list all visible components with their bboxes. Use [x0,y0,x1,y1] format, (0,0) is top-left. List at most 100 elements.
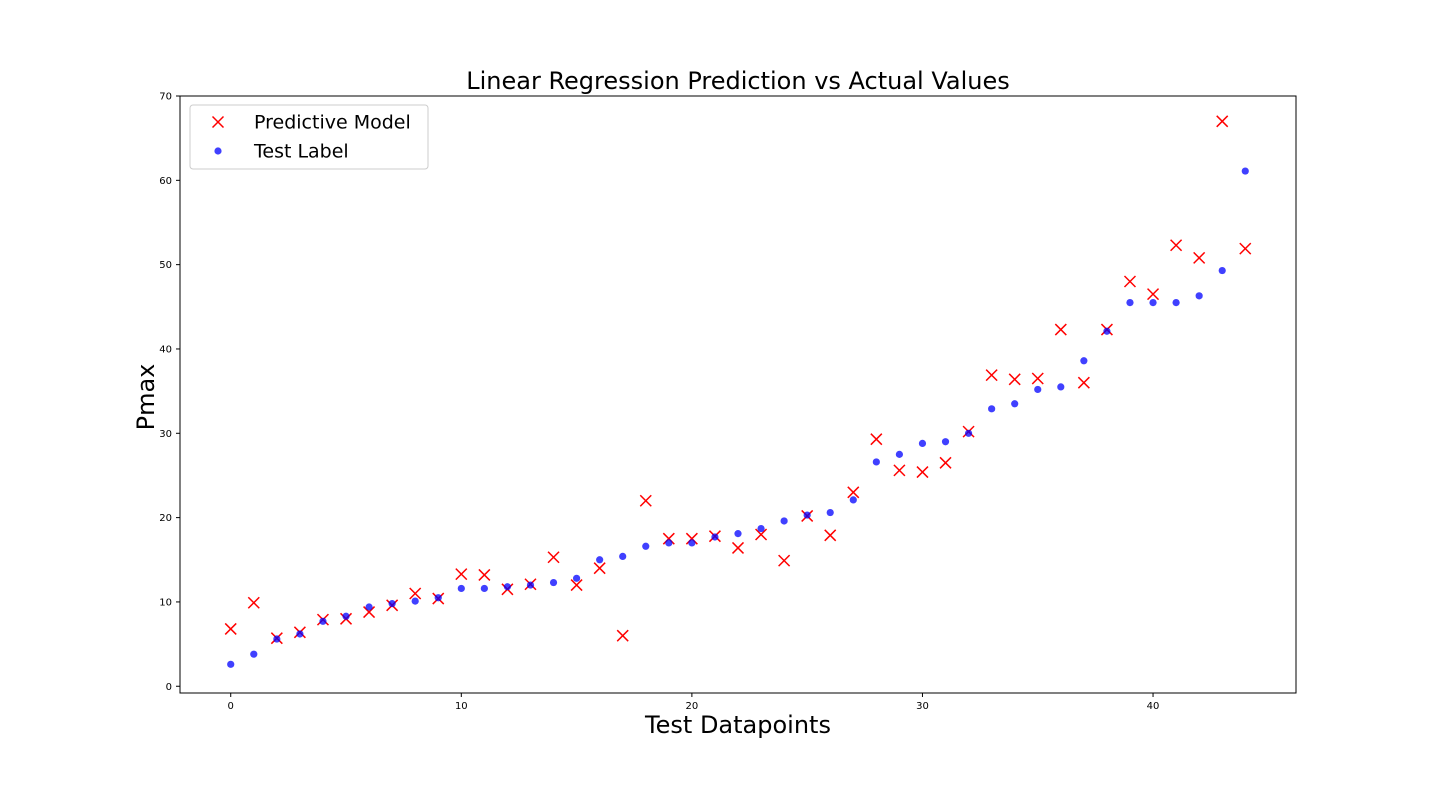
test-label-point [342,612,350,620]
legend-marker-test-label [214,147,222,155]
test-label-point [319,617,327,625]
y-tick-label: 50 [159,260,172,271]
test-label-point [734,530,742,538]
prediction-marker [570,579,583,592]
y-axis-ticks: 0 10 20 30 40 50 60 70 [159,92,180,693]
y-tick-label: 10 [159,597,172,608]
test-label-point [572,574,581,582]
prediction-marker [1031,372,1044,385]
prediction-marker [409,587,422,600]
legend-label-predictive-model: Predictive Model [254,112,411,134]
prediction-marker [616,629,629,642]
prediction-marker [455,568,468,581]
plot-marks [224,115,1252,668]
x-axis-label: Test Datapoints [644,711,831,739]
y-tick-label: 40 [159,344,172,355]
test-label-point [803,511,811,519]
test-label-point [1241,167,1249,175]
test-label-point [1195,292,1203,300]
test-label-point [826,508,834,517]
prediction-marker [1054,323,1067,336]
test-label-point [1103,327,1111,335]
test-label-point [780,517,788,525]
test-label-point [665,539,673,547]
prediction-marker [593,562,606,575]
test-label-point [688,539,696,547]
test-label-point [526,581,535,589]
y-tick-label: 30 [159,429,172,440]
prediction-marker [547,551,560,564]
prediction-marker [870,433,883,446]
test-label-point [273,635,281,643]
prediction-marker [847,486,860,499]
test-label-point [1172,298,1180,307]
test-label-point [365,603,373,611]
prediction-marker [478,568,491,581]
prediction-marker [247,596,260,609]
y-tick-label: 60 [159,176,172,187]
prediction-marker [755,528,768,541]
prediction-marker [824,529,837,542]
test-label-point [457,584,465,593]
prediction-marker [893,464,906,477]
y-tick-label: 20 [159,513,172,524]
test-label-point [388,600,396,608]
test-label-point [596,556,604,564]
x-tick-label: 10 [455,701,468,712]
prediction-marker [224,622,237,635]
test-label-point [619,552,627,560]
prediction-marker [1216,115,1229,128]
prediction-marker [1123,275,1137,288]
test-label-point [1057,383,1065,391]
x-axis-ticks: 0 10 20 30 40 [228,693,1160,712]
prediction-marker [363,606,376,619]
prediction-marker [916,466,929,479]
test-label-point [503,583,512,591]
prediction-marker [1008,373,1021,386]
prediction-marker [662,532,675,545]
x-tick-label: 0 [228,701,234,712]
test-label-point [941,438,950,446]
y-tick-label: 70 [159,92,172,103]
test-label-point [988,405,996,413]
prediction-marker [639,494,652,507]
y-axis-label: Pmax [132,364,160,431]
test-label-point [1080,357,1088,365]
legend-box [189,104,429,170]
plot-frame [179,95,1297,694]
test-label-point [964,429,973,437]
prediction-marker [985,369,998,382]
test-label-point [250,650,258,658]
test-label-point [1034,385,1042,394]
x-tick-label: 30 [916,701,929,712]
chart-title: Linear Regression Prediction vs Actual V… [466,67,1010,95]
test-label-point [434,594,442,602]
x-tick-label: 40 [1147,701,1160,712]
prediction-marker [731,541,745,554]
test-label-point [895,450,904,458]
legend-label-test-label: Test Label [253,141,349,163]
test-label-point [296,630,304,638]
prediction-marker [1147,288,1160,301]
test-label-point [1126,298,1134,307]
test-label-point [411,597,419,605]
test-label-point [757,524,765,533]
prediction-marker [939,456,952,469]
test-label-point [1011,400,1019,408]
y-tick-label: 0 [166,682,172,693]
prediction-marker [1077,376,1090,389]
prediction-marker [1193,251,1206,264]
legend-marker-predictive-model [211,115,225,129]
x-tick-label: 20 [686,701,699,712]
prediction-marker [685,532,698,545]
test-label-point [1218,266,1226,275]
test-label-point [549,578,558,587]
test-label-point [227,660,235,668]
test-label-point [480,584,488,593]
test-label-point [918,439,927,448]
test-label-point [711,533,719,541]
test-label-point [849,496,857,504]
test-label-point [872,458,880,466]
prediction-marker [778,554,791,567]
